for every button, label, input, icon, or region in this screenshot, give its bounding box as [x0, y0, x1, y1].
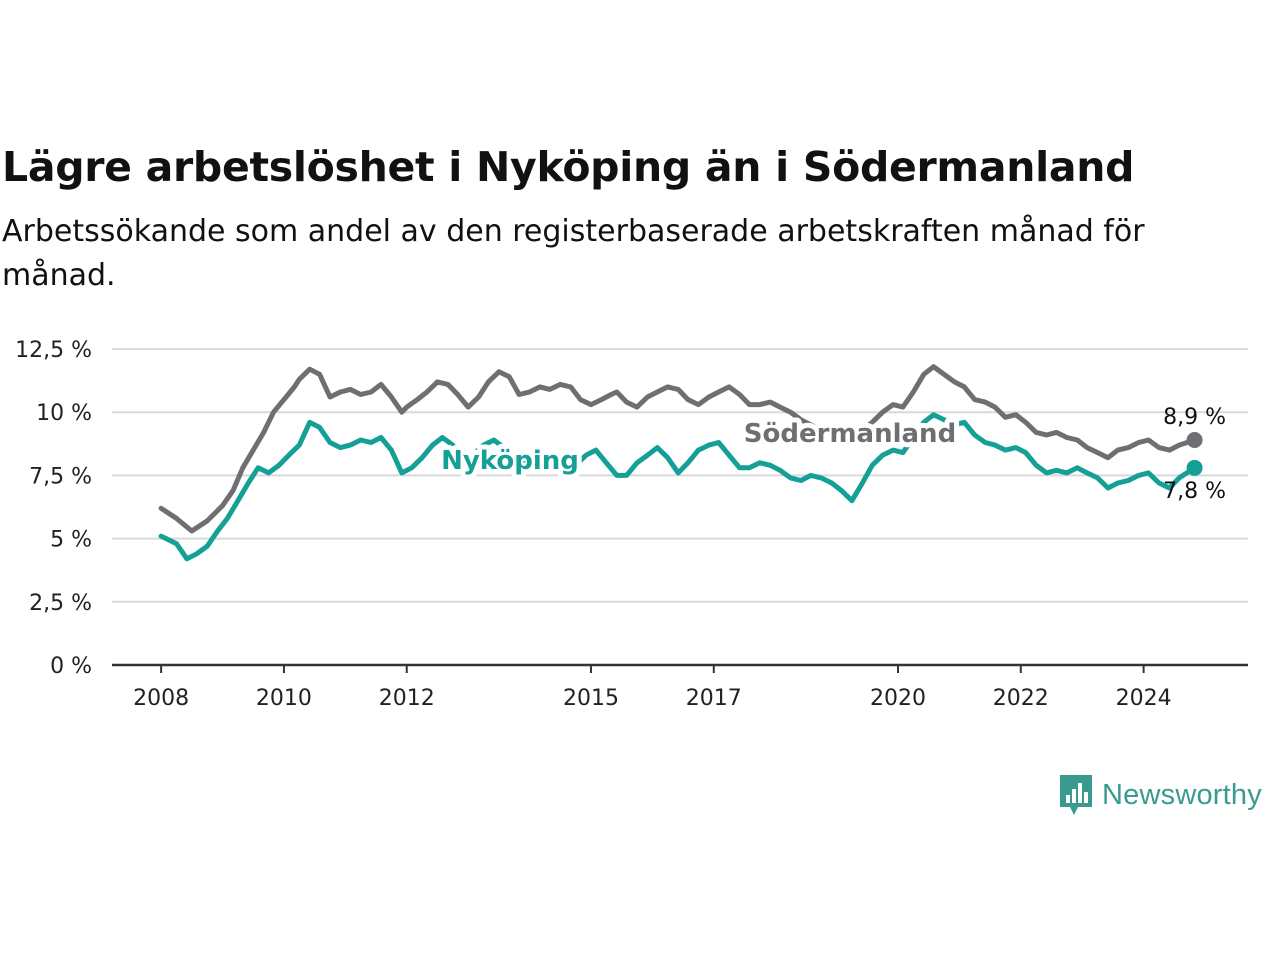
x-tick-label: 2020 — [870, 686, 926, 711]
brand-name: Newsworthy — [1102, 778, 1262, 811]
y-axis-ticks: 0 % 2,5 % 5 % 7,5 % 10 % 12,5 % — [15, 338, 92, 679]
chart-subtitle: Arbetssökande som andel av den registerb… — [2, 214, 1145, 293]
series-line-0 — [158, 364, 1198, 534]
series-line-1 — [158, 412, 1198, 562]
series-name-halo: Nyköping — [441, 446, 579, 476]
series-end-label: 8,9 % — [1163, 405, 1226, 430]
series-end-label: 7,8 % — [1163, 479, 1226, 504]
series-labels: 8,9 %7,8 %SödermanlandSödermanlandNyköpi… — [436, 405, 1226, 504]
x-axis-ticks: 2008 2010 2012 2015 2017 2020 2022 2024 — [133, 665, 1172, 711]
x-tick-label: 2024 — [1116, 686, 1172, 711]
x-tick-label: 2012 — [379, 686, 435, 711]
chart-title: Lägre arbetslöshet i Nyköping än i Söder… — [2, 143, 1135, 191]
series-name-label: Södermanland — [744, 419, 956, 449]
gridlines — [112, 348, 1248, 667]
y-tick-label: 2,5 % — [29, 591, 92, 616]
x-tick-label: 2015 — [563, 686, 619, 711]
y-tick-label: 5 % — [50, 528, 92, 553]
x-tick-label: 2022 — [993, 686, 1049, 711]
newsworthy-logo[interactable]: Newsworthy — [1058, 773, 1262, 817]
newsworthy-chart-bubble-icon — [1060, 775, 1092, 815]
series-lines — [158, 364, 1203, 562]
y-tick-label: 0 % — [50, 654, 92, 679]
series-name-label: Nyköping — [441, 446, 579, 476]
y-tick-label: 12,5 % — [15, 338, 92, 363]
y-tick-label: 10 % — [36, 401, 92, 426]
series-name-halo: Södermanland — [744, 419, 956, 449]
series-end-marker — [1186, 432, 1203, 449]
x-tick-label: 2008 — [133, 686, 189, 711]
series-end-marker — [1186, 459, 1203, 476]
x-tick-label: 2017 — [686, 686, 742, 711]
x-tick-label: 2010 — [256, 686, 312, 711]
y-tick-label: 7,5 % — [29, 464, 92, 489]
